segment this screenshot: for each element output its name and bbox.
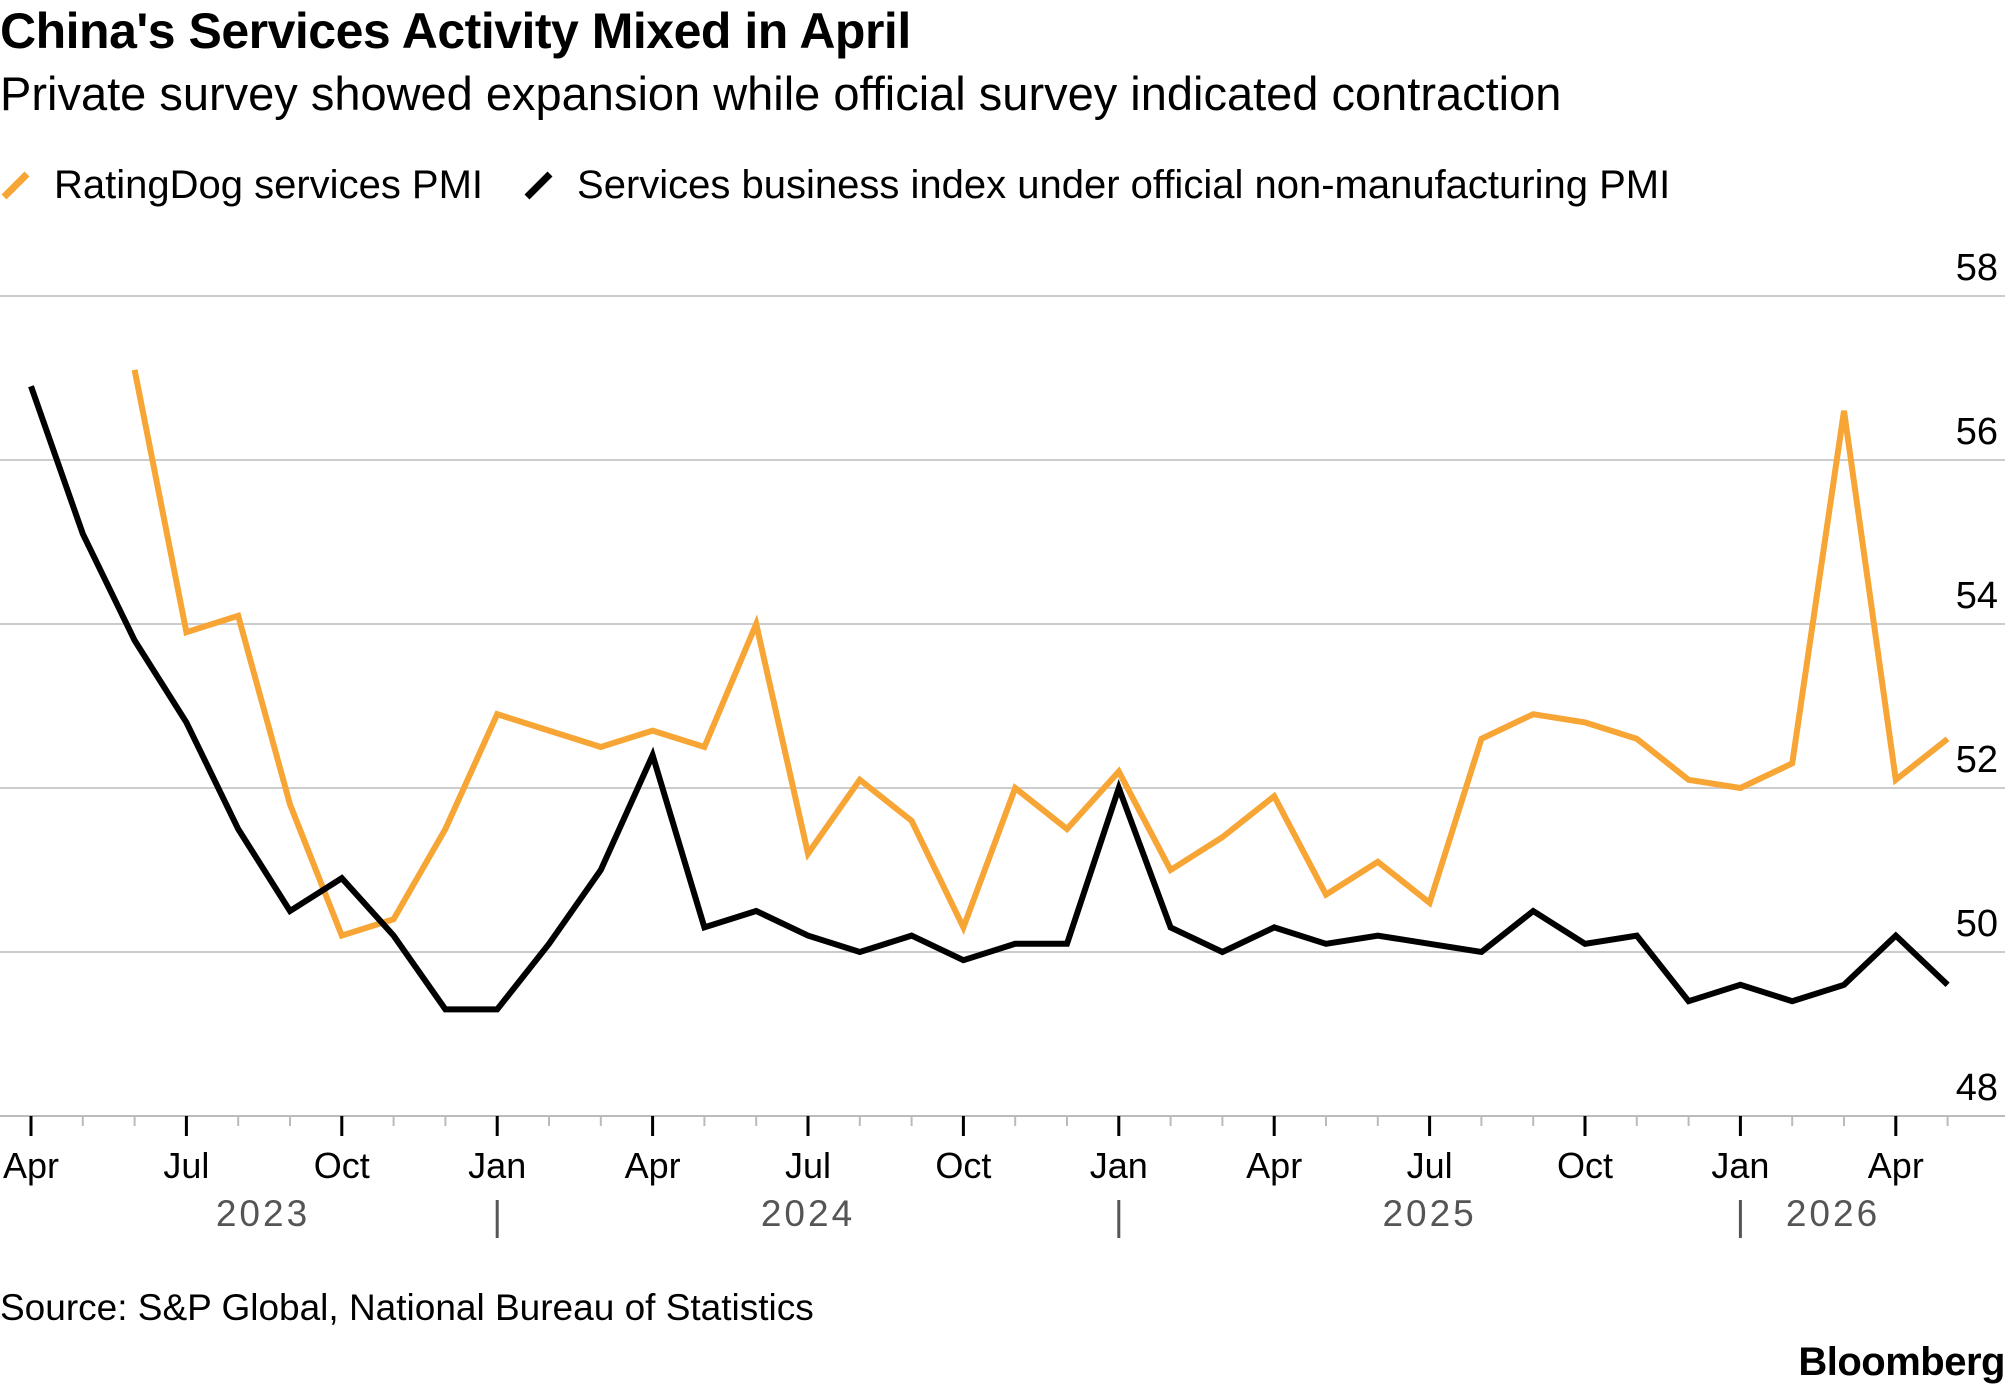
x-tick-label: Apr xyxy=(1246,1145,1302,1186)
y-tick-label-58: 58 xyxy=(1956,247,1998,289)
series-line-official xyxy=(28,385,1950,1013)
chart-title: China's Services Activity Mixed in April xyxy=(0,3,911,59)
x-tick-label: Jan xyxy=(1711,1145,1769,1186)
x-tick-label: Jul xyxy=(163,1145,209,1186)
y-tick-label-52: 52 xyxy=(1956,739,1998,781)
x-tick-label: Jul xyxy=(785,1145,831,1186)
legend-item-official: Services business index under official n… xyxy=(523,163,1670,208)
x-tick-label: Jan xyxy=(1090,1145,1148,1186)
x-tick-label: Apr xyxy=(625,1145,681,1186)
chart-subtitle: Private survey showed expansion while of… xyxy=(0,67,1562,120)
x-tick-label: Apr xyxy=(1868,1145,1924,1186)
legend-label-ratingdog: RatingDog services PMI xyxy=(54,162,484,207)
y-tick-label-56: 56 xyxy=(1956,411,1998,453)
x-tick-label: Apr xyxy=(3,1145,59,1186)
series-line-ratingdog xyxy=(131,369,1950,940)
y-tick-label-50: 50 xyxy=(1956,903,1998,945)
legend-item-ratingdog: RatingDog services PMI xyxy=(0,163,483,208)
year-label-2025: 2025 xyxy=(1382,1193,1476,1234)
y-tick-label-48: 48 xyxy=(1956,1067,1998,1109)
x-tick-label: Jan xyxy=(468,1145,526,1186)
legend-swatch-orange-icon xyxy=(1,171,30,200)
legend: RatingDog services PMI Services business… xyxy=(0,160,1710,210)
brand-logo: Bloomberg xyxy=(1798,1340,2005,1384)
year-label-2024: 2024 xyxy=(761,1193,855,1234)
x-tick-label: Oct xyxy=(935,1145,991,1186)
year-label-2023: 2023 xyxy=(216,1193,310,1234)
year-label-2026: 2026 xyxy=(1786,1193,1880,1234)
x-tick-label: Jul xyxy=(1407,1145,1453,1186)
x-tick-label: Oct xyxy=(314,1145,370,1186)
x-tick-label: Oct xyxy=(1557,1145,1613,1186)
y-tick-label-54: 54 xyxy=(1956,575,1998,617)
legend-swatch-black-icon xyxy=(524,171,553,200)
legend-label-official: Services business index under official n… xyxy=(577,162,1671,207)
source-note: Source: S&P Global, National Bureau of S… xyxy=(0,1287,814,1328)
